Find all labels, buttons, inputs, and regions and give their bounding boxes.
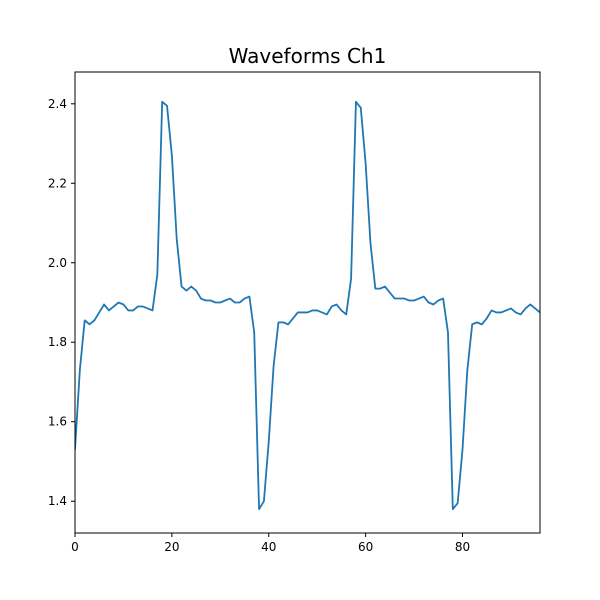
y-tick-label: 2.2 xyxy=(48,176,67,190)
axes: 0 20 40 60 80 1.4 1.6 1.8 2.0 2.2 2.4 xyxy=(48,71,541,554)
x-tick-label: 80 xyxy=(455,540,470,554)
chart-title: Waveforms Ch1 xyxy=(229,44,387,68)
series-line-0 xyxy=(75,100,540,511)
y-tick-label: 2.0 xyxy=(48,256,67,270)
plot-area xyxy=(75,100,540,511)
axes-frame xyxy=(74,71,541,534)
y-tick-label: 1.4 xyxy=(48,494,67,508)
x-tick-label: 60 xyxy=(358,540,373,554)
x-tick-label: 40 xyxy=(261,540,276,554)
x-tick-label: 0 xyxy=(71,540,79,554)
y-tick-label: 1.8 xyxy=(48,335,67,349)
y-tick-label: 1.6 xyxy=(48,415,67,429)
x-tick-label: 20 xyxy=(164,540,179,554)
y-tick-label: 2.4 xyxy=(48,97,67,111)
